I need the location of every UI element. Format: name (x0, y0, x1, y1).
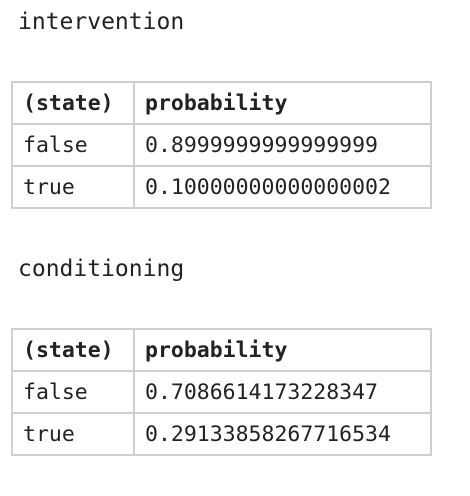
probability-cell: 0.7086614173228347 (133, 370, 432, 414)
table-row: false 0.8999999999999999 (11, 123, 432, 167)
state-cell: false (11, 123, 135, 167)
conditioning-probability-table: (state) probability false 0.708661417322… (11, 328, 432, 456)
state-cell: true (11, 412, 135, 456)
probability-cell: 0.10000000000000002 (133, 165, 432, 209)
section-title-conditioning: conditioning (18, 256, 185, 282)
table-row: false 0.7086614173228347 (11, 370, 432, 414)
column-header-probability: probability (133, 81, 432, 125)
table-header-row: (state) probability (11, 81, 432, 125)
table-row: true 0.10000000000000002 (11, 165, 432, 209)
section-title-intervention: intervention (18, 9, 185, 35)
column-header-state: (state) (11, 81, 135, 125)
probability-cell: 0.29133858267716534 (133, 412, 432, 456)
table-row: true 0.29133858267716534 (11, 412, 432, 456)
probability-cell: 0.8999999999999999 (133, 123, 432, 167)
state-cell: true (11, 165, 135, 209)
state-cell: false (11, 370, 135, 414)
intervention-probability-table: (state) probability false 0.899999999999… (11, 81, 432, 209)
column-header-state: (state) (11, 328, 135, 372)
table-header-row: (state) probability (11, 328, 432, 372)
column-header-probability: probability (133, 328, 432, 372)
